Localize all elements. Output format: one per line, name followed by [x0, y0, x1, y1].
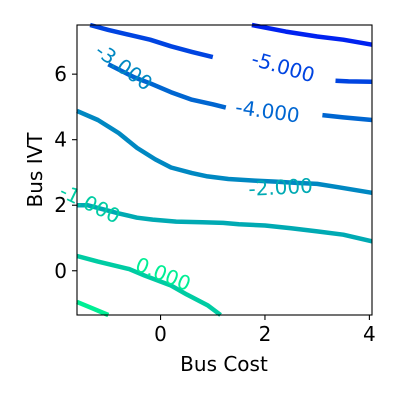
x-axis-label: Bus Cost [180, 352, 268, 376]
y-axis-label: Bus IVT [23, 132, 47, 208]
contour-line-level--1 [76, 253, 222, 317]
contour-line-level--4-segment-2 [322, 112, 373, 123]
axis-ticks-group: 0 2 4 0 2 4 6 [54, 62, 375, 346]
y-tick-label: 4 [54, 128, 67, 152]
contour-label-level--5: -5.000 [249, 46, 318, 87]
contour-line-level--5 [89, 22, 214, 60]
contour-line-level--2 [77, 202, 373, 244]
x-tick-label: 4 [363, 322, 376, 346]
x-tick-label: 2 [259, 322, 272, 346]
contour-line-level--5-segment-2 [335, 78, 373, 84]
y-tick-label: 6 [54, 62, 67, 86]
contour-label-level-0: 0.000 [132, 252, 194, 296]
contour-label-level--4: -4.000 [234, 95, 301, 128]
y-tick-label: 2 [54, 193, 67, 217]
contour-line-level--6 [251, 22, 373, 47]
y-tick-label: 0 [54, 259, 67, 283]
contour-label-level--2: -2.000 [248, 174, 314, 201]
contour-label-level--3: -3.000 [91, 38, 157, 95]
contour-lines-group [76, 22, 373, 318]
plot-frame [76, 24, 373, 316]
contour-line-level--3 [76, 108, 373, 196]
x-tick-label: 0 [154, 322, 167, 346]
contour-line-level--4 [107, 62, 227, 110]
contour-line-level-0 [76, 299, 110, 318]
